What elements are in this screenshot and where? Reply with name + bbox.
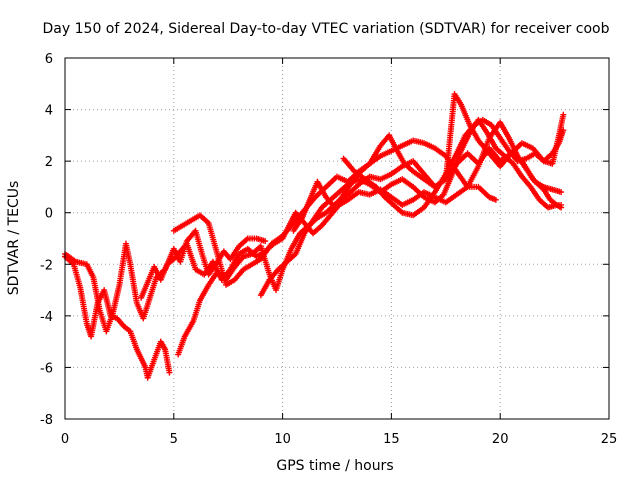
x-tick-label: 25: [601, 432, 618, 447]
x-tick-label: 5: [170, 432, 178, 447]
x-tick-label: 0: [61, 432, 69, 447]
series-arc-3: [138, 183, 499, 301]
x-tick-label: 15: [383, 432, 400, 447]
chart-title: Day 150 of 2024, Sidereal Day-to-day VTE…: [43, 21, 610, 37]
y-tick-label: -6: [40, 361, 53, 376]
y-tick-label: -2: [40, 258, 53, 273]
series-arc-8: [340, 116, 567, 219]
y-tick-label: 4: [45, 104, 53, 119]
y-tick-label: -8: [40, 413, 53, 428]
y-tick-label: -4: [40, 310, 53, 325]
data-point-markers: [62, 227, 269, 335]
data-point-markers: [170, 91, 567, 288]
x-axis-label: GPS time / hours: [276, 458, 393, 474]
series-arc-5: [170, 91, 567, 288]
data-series: [62, 91, 567, 381]
grid: [65, 58, 609, 419]
data-point-markers: [340, 116, 567, 219]
axes: 0 5 10 15 20 25 -8 -6 -4 -2 0 2 4 6: [40, 52, 617, 447]
data-point-markers: [257, 116, 565, 299]
series-arc-1: [62, 253, 173, 381]
data-point-markers: [138, 183, 499, 301]
plot-frame: [64, 57, 610, 420]
x-tick-label: 10: [274, 432, 291, 447]
series-arc-6: [257, 116, 565, 299]
y-tick-label: 2: [45, 155, 53, 170]
x-tick-label: 20: [492, 432, 509, 447]
y-axis-label: SDTVAR / TECUs: [6, 181, 22, 296]
y-tick-label: 0: [45, 207, 53, 222]
y-tick-label: 6: [45, 52, 53, 67]
series-arc-2: [62, 227, 269, 335]
